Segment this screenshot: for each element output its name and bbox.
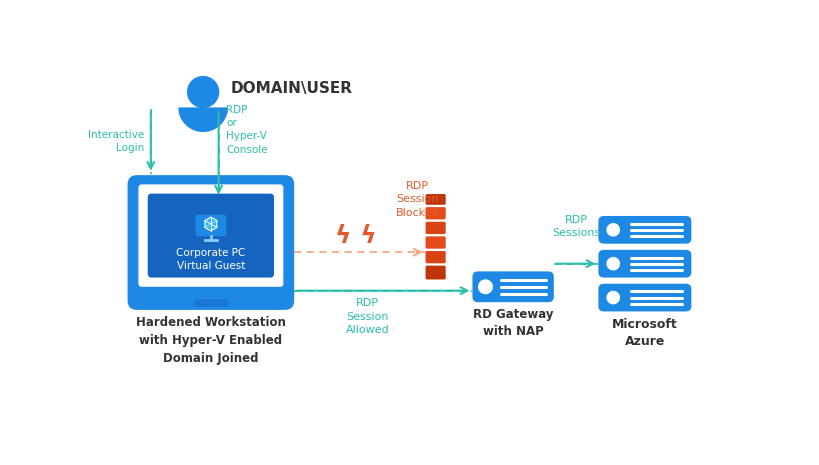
Text: RDP
Session
Blocked: RDP Session Blocked	[396, 181, 440, 218]
Circle shape	[478, 280, 492, 293]
Circle shape	[607, 292, 619, 304]
Text: Interactive
Login: Interactive Login	[88, 130, 145, 153]
FancyBboxPatch shape	[196, 215, 226, 236]
Polygon shape	[205, 217, 217, 231]
Text: Microsoft
Azure: Microsoft Azure	[612, 318, 678, 348]
FancyBboxPatch shape	[473, 272, 554, 302]
FancyBboxPatch shape	[138, 185, 283, 287]
Text: ϟ ϟ: ϟ ϟ	[335, 224, 377, 247]
FancyBboxPatch shape	[193, 299, 229, 307]
Text: DOMAIN\USER: DOMAIN\USER	[230, 81, 352, 96]
Text: Corporate PC
Virtual Guest: Corporate PC Virtual Guest	[176, 248, 246, 272]
Text: Hardened Workstation
with Hyper-V Enabled
Domain Joined: Hardened Workstation with Hyper-V Enable…	[136, 316, 286, 365]
FancyBboxPatch shape	[426, 236, 446, 249]
FancyBboxPatch shape	[426, 266, 446, 279]
FancyBboxPatch shape	[426, 222, 446, 234]
FancyBboxPatch shape	[426, 194, 446, 205]
Text: RDP
or
Hyper-V
Console: RDP or Hyper-V Console	[226, 105, 268, 154]
Polygon shape	[179, 107, 228, 132]
FancyBboxPatch shape	[426, 251, 446, 263]
Circle shape	[607, 224, 619, 236]
Circle shape	[188, 77, 219, 107]
FancyBboxPatch shape	[599, 250, 691, 278]
Text: RD Gateway
with NAP: RD Gateway with NAP	[473, 308, 554, 339]
FancyBboxPatch shape	[147, 193, 274, 278]
Circle shape	[607, 258, 619, 270]
FancyBboxPatch shape	[426, 207, 446, 219]
FancyBboxPatch shape	[128, 175, 294, 310]
Text: RDP
Session
Allowed: RDP Session Allowed	[346, 299, 390, 335]
FancyBboxPatch shape	[599, 216, 691, 244]
Text: RDP
Sessions: RDP Sessions	[552, 215, 600, 238]
FancyBboxPatch shape	[599, 284, 691, 312]
